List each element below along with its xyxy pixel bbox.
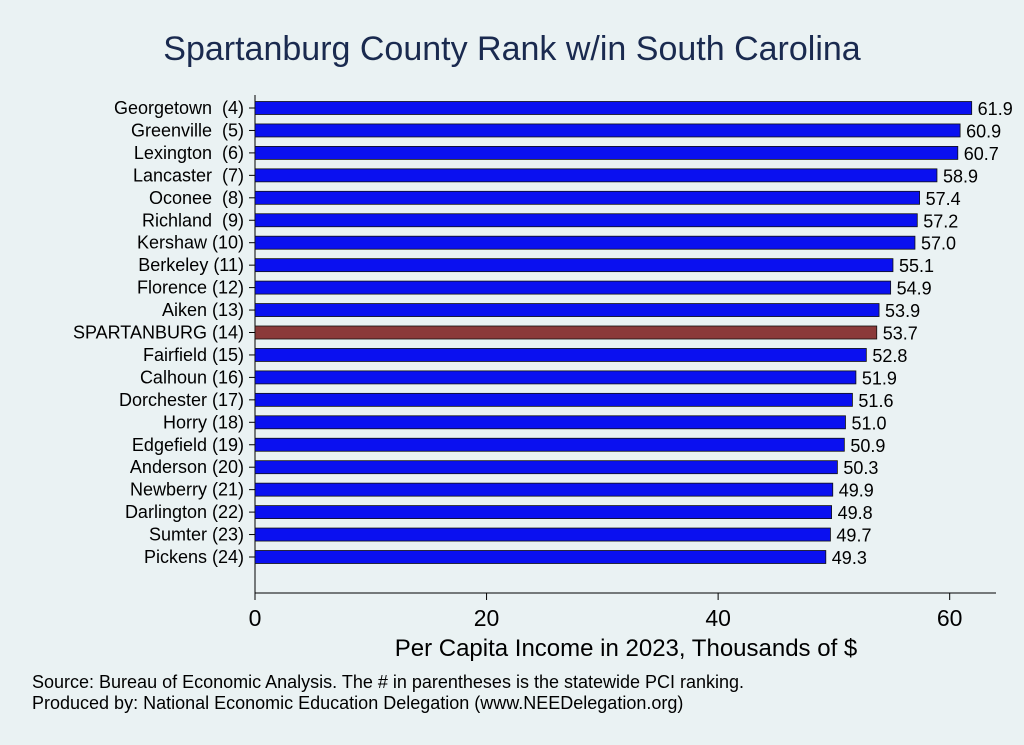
bar [254, 190, 920, 205]
bar [254, 280, 892, 295]
value-label: 51.6 [858, 391, 893, 411]
value-label: 60.9 [966, 121, 1001, 141]
x-tick-label: 60 [937, 605, 963, 631]
value-label: 49.8 [838, 503, 873, 523]
category-label: Georgetown (4) [114, 98, 244, 118]
category-label: Kershaw (10) [137, 233, 244, 253]
category-label: Anderson (20) [130, 457, 244, 477]
value-label: 50.9 [850, 436, 885, 456]
category-label: Florence (12) [137, 278, 244, 298]
category-label: Berkeley (11) [138, 255, 244, 275]
value-label: 49.9 [839, 481, 874, 501]
x-axis-label: Per Capita Income in 2023, Thousands of … [395, 635, 858, 662]
x-tick-label: 0 [249, 605, 262, 631]
value-label: 49.3 [832, 548, 867, 568]
category-label: Horry (18) [163, 412, 244, 432]
bar [254, 527, 831, 542]
bar [254, 437, 845, 452]
bar [254, 460, 838, 475]
value-label: 58.9 [943, 166, 978, 186]
category-label: Aiken (13) [162, 300, 244, 320]
bar [254, 348, 867, 362]
chart-notes: Source: Bureau of Economic Analysis. The… [32, 672, 744, 714]
bar [254, 235, 916, 250]
category-label: Dorchester (17) [119, 390, 244, 410]
bar [254, 550, 827, 564]
category-label: Pickens (24) [144, 547, 244, 567]
bar [254, 145, 959, 160]
bar [254, 482, 834, 497]
chart-svg: Spartanburg County Rank w/in South Carol… [73, 30, 1013, 662]
category-label: Greenville (5) [131, 120, 244, 140]
category-label: Fairfield (15) [143, 345, 244, 365]
category-label: Calhoun (16) [140, 367, 244, 387]
value-label: 51.9 [862, 368, 897, 388]
value-label: 50.3 [843, 458, 878, 478]
bar-highlight [254, 325, 878, 340]
x-tick-label: 40 [705, 605, 731, 631]
bar [254, 370, 857, 385]
bar [254, 258, 894, 273]
bar [254, 101, 973, 115]
category-label: Oconee (8) [149, 188, 244, 208]
x-tick-label: 20 [474, 605, 500, 631]
chart-labels: Georgetown (4) 61.9 Greenville (5) 60.9 Lexi… [73, 98, 1013, 568]
value-label: 52.8 [872, 346, 907, 366]
value-label: 54.9 [897, 279, 932, 299]
bar [254, 303, 880, 317]
category-label: Lancaster (7) [133, 165, 244, 185]
category-label: Newberry (21) [130, 480, 244, 500]
value-label: 57.4 [926, 189, 961, 209]
category-label: SPARTANBURG (14) [73, 323, 244, 343]
value-label: 55.1 [899, 256, 934, 276]
bar [254, 213, 918, 228]
category-label: Richland (9) [142, 210, 244, 230]
value-label: 49.7 [836, 526, 871, 546]
chart-title: Spartanburg County Rank w/in South Carol… [163, 30, 860, 68]
value-label: 51.0 [851, 413, 886, 433]
value-label: 53.9 [885, 301, 920, 321]
category-label: Edgefield (19) [132, 435, 244, 455]
bar [254, 392, 853, 407]
bar [254, 123, 961, 138]
category-label: Sumter (23) [149, 525, 244, 545]
bar [254, 505, 832, 520]
value-label: 57.2 [923, 211, 958, 231]
value-label: 60.7 [964, 144, 999, 164]
chart-bars [254, 101, 973, 564]
source-note: Source: Bureau of Economic Analysis. The… [32, 672, 745, 692]
produced-by-note: Produced by: National Economic Education… [32, 693, 684, 713]
bar [254, 415, 846, 430]
value-label: 57.0 [921, 234, 956, 254]
value-label: 61.9 [978, 99, 1013, 119]
bar [254, 168, 938, 183]
category-label: Lexington (6) [134, 143, 244, 163]
value-label: 53.7 [883, 324, 918, 344]
category-label: Darlington (22) [125, 502, 244, 522]
